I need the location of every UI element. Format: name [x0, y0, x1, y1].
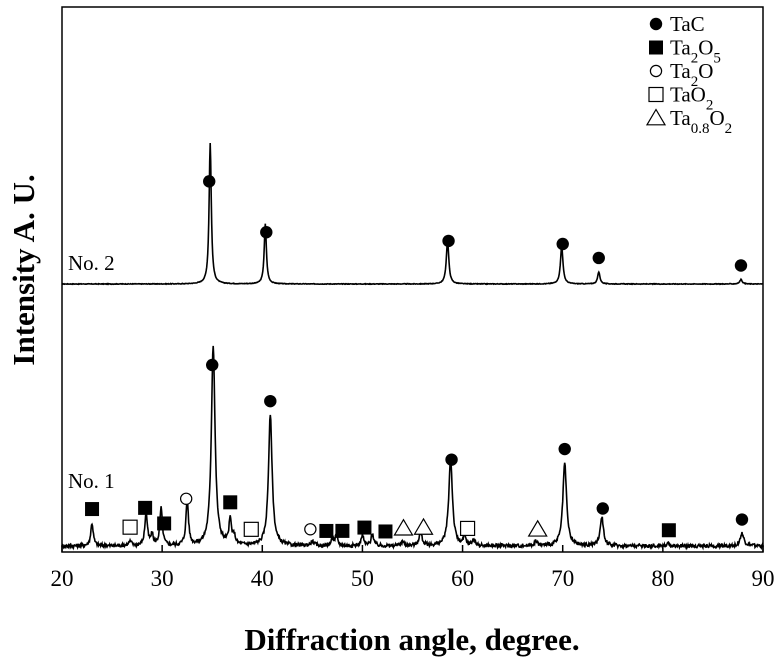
phase-marker — [304, 523, 317, 536]
legend-symbol — [649, 17, 663, 31]
phase-marker — [122, 519, 138, 535]
phase-marker — [243, 521, 259, 537]
phase-marker — [260, 226, 273, 239]
phase-marker — [393, 518, 414, 536]
phase-markers — [85, 175, 749, 539]
phase-marker — [223, 495, 238, 510]
phase-marker — [661, 523, 676, 538]
phase-marker — [556, 237, 569, 251]
x-tick-label: 60 — [451, 566, 474, 591]
x-axis: 20 30 40 50 60 70 80 90 — [51, 545, 775, 591]
series-label: No. 1 — [68, 469, 115, 493]
phase-marker — [319, 523, 334, 538]
phase-marker — [592, 251, 605, 265]
phase-marker — [445, 453, 458, 466]
legend-symbol — [645, 108, 667, 126]
phase-marker — [413, 517, 434, 535]
legend-label: Ta0.8O2 — [670, 106, 732, 137]
x-axis-title: Diffraction angle, degree. — [244, 622, 579, 657]
legend-label: TaO2 — [670, 83, 713, 114]
plot-frame — [61, 6, 764, 553]
phase-marker — [138, 500, 153, 515]
phase-marker — [206, 358, 219, 372]
phase-marker — [596, 502, 609, 515]
phase-marker — [264, 394, 277, 408]
phase-marker — [357, 520, 372, 535]
phase-marker — [203, 175, 216, 188]
x-tick-label: 20 — [51, 566, 74, 591]
y-axis-title: Intensity A. U. — [6, 174, 41, 365]
x-tick-label: 30 — [151, 566, 174, 591]
series-line — [61, 142, 764, 286]
phase-marker — [179, 492, 193, 505]
phase-marker — [378, 524, 393, 539]
legend-symbol — [649, 64, 663, 78]
phase-marker — [734, 259, 748, 272]
phase-marker — [442, 234, 455, 248]
x-tick-label: 50 — [351, 566, 374, 591]
phase-marker — [85, 502, 100, 517]
legend-label: Ta2O — [670, 59, 713, 90]
phase-marker — [735, 513, 749, 526]
phase-marker — [459, 520, 476, 537]
series-label: No. 2 — [68, 251, 115, 275]
x-tick-label: 80 — [651, 566, 674, 591]
legend-label: TaC — [670, 12, 705, 36]
x-tick-label: 90 — [752, 566, 775, 591]
phase-marker — [335, 523, 350, 538]
phase-marker — [527, 519, 548, 537]
phase-marker — [157, 516, 172, 531]
series-line — [61, 345, 764, 551]
legend-label: Ta2O5 — [670, 36, 721, 67]
legend-symbol — [648, 86, 664, 103]
phase-marker — [558, 442, 571, 456]
x-tick-label: 40 — [251, 566, 274, 591]
legend-symbol — [649, 40, 663, 55]
series-layer: No. 2 No. 1 — [61, 142, 764, 551]
x-tick-label: 70 — [551, 566, 574, 591]
